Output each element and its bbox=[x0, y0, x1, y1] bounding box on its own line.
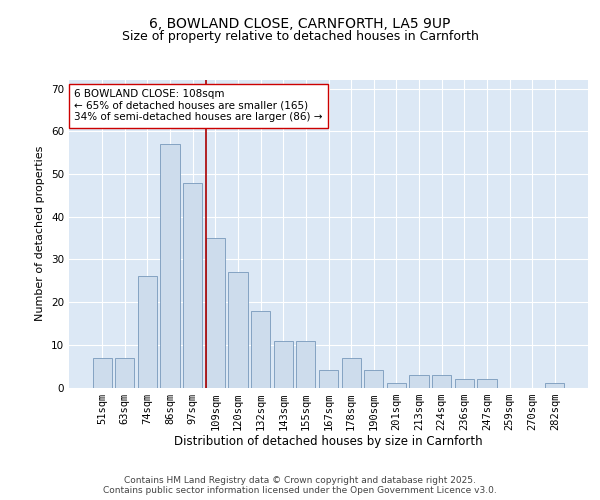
Bar bbox=[183, 182, 202, 388]
Bar bbox=[206, 238, 225, 388]
Bar bbox=[138, 276, 157, 388]
Bar bbox=[341, 358, 361, 388]
Bar bbox=[387, 383, 406, 388]
Bar bbox=[319, 370, 338, 388]
X-axis label: Distribution of detached houses by size in Carnforth: Distribution of detached houses by size … bbox=[174, 436, 483, 448]
Text: 6 BOWLAND CLOSE: 108sqm
← 65% of detached houses are smaller (165)
34% of semi-d: 6 BOWLAND CLOSE: 108sqm ← 65% of detache… bbox=[74, 89, 323, 122]
Bar bbox=[432, 374, 451, 388]
Bar bbox=[477, 379, 497, 388]
Bar bbox=[229, 272, 248, 388]
Text: Size of property relative to detached houses in Carnforth: Size of property relative to detached ho… bbox=[122, 30, 478, 43]
Bar bbox=[296, 340, 316, 388]
Bar bbox=[251, 310, 270, 388]
Y-axis label: Number of detached properties: Number of detached properties bbox=[35, 146, 46, 322]
Bar bbox=[409, 374, 428, 388]
Bar bbox=[160, 144, 180, 388]
Text: Contains HM Land Registry data © Crown copyright and database right 2025.
Contai: Contains HM Land Registry data © Crown c… bbox=[103, 476, 497, 495]
Bar bbox=[274, 340, 293, 388]
Bar bbox=[115, 358, 134, 388]
Bar bbox=[364, 370, 383, 388]
Text: 6, BOWLAND CLOSE, CARNFORTH, LA5 9UP: 6, BOWLAND CLOSE, CARNFORTH, LA5 9UP bbox=[149, 18, 451, 32]
Bar bbox=[545, 383, 565, 388]
Bar bbox=[455, 379, 474, 388]
Bar bbox=[92, 358, 112, 388]
